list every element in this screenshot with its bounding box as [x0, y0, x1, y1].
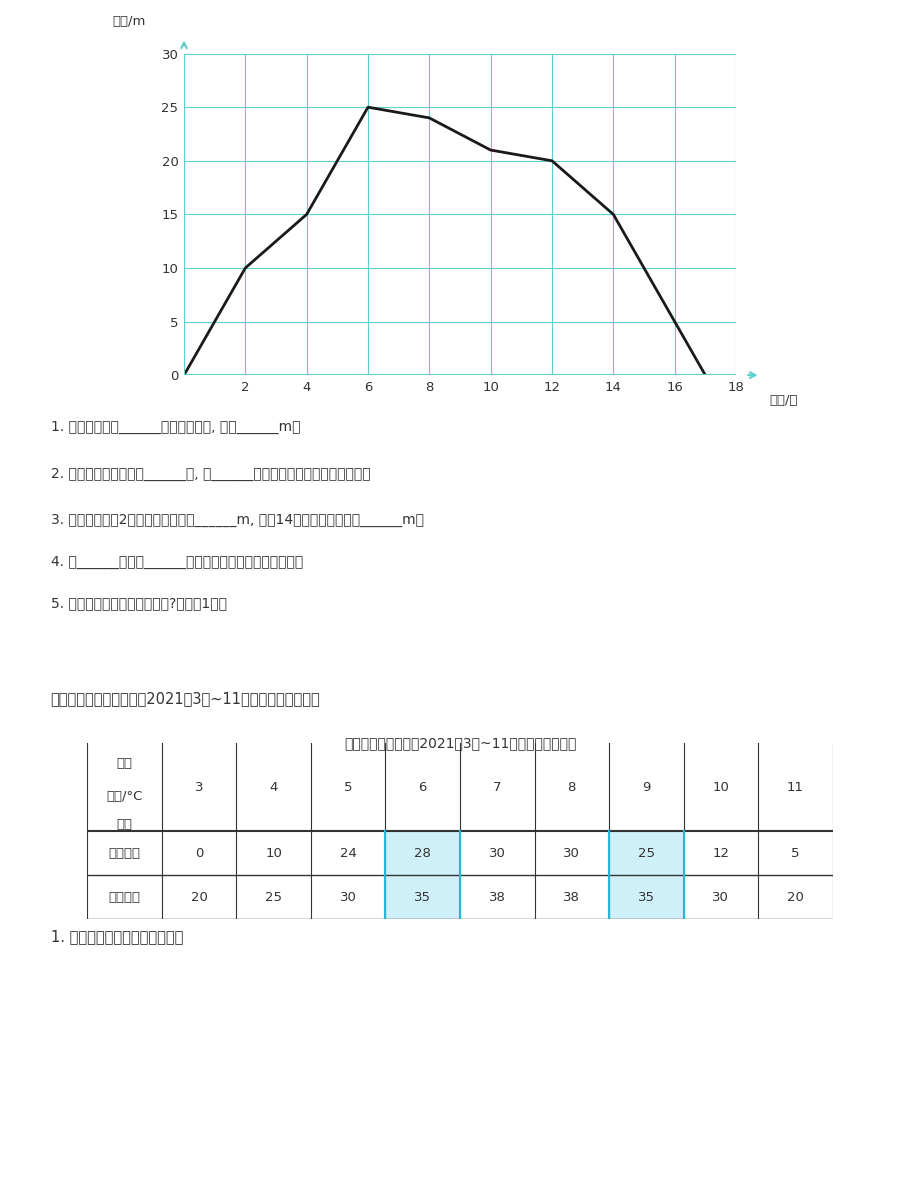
Text: 35: 35 — [414, 891, 431, 904]
Text: 北方甲市和南方乙市2021年3月~11月平均气温统计表: 北方甲市和南方乙市2021年3月~11月平均气温统计表 — [344, 736, 575, 750]
Text: 10: 10 — [265, 847, 282, 860]
Text: 4: 4 — [269, 781, 278, 793]
Text: 38: 38 — [562, 891, 580, 904]
Text: 11: 11 — [786, 781, 803, 793]
Text: 30: 30 — [562, 847, 580, 860]
Text: 7: 7 — [493, 781, 501, 793]
Text: 10: 10 — [711, 781, 729, 793]
Text: 北方甲市: 北方甲市 — [108, 847, 141, 860]
Text: 25: 25 — [265, 891, 282, 904]
Text: 9: 9 — [641, 781, 650, 793]
Text: 5: 5 — [790, 847, 799, 860]
Text: 30: 30 — [488, 847, 505, 860]
Text: 30: 30 — [339, 891, 357, 904]
Text: 四、北方甲市和南方乙市2021年3月~11月平均气温如下表。: 四、北方甲市和南方乙市2021年3月~11月平均气温如下表。 — [51, 691, 320, 706]
Text: 1. 根据统计表绘制折线统计图。: 1. 根据统计表绘制折线统计图。 — [51, 929, 183, 944]
Text: 35: 35 — [637, 891, 654, 904]
Text: 20: 20 — [190, 891, 208, 904]
Text: 5: 5 — [344, 781, 352, 793]
Bar — [385, 831, 460, 919]
Text: 25: 25 — [637, 847, 654, 860]
Text: 城市: 城市 — [117, 818, 132, 831]
Bar — [608, 831, 683, 919]
Text: 气温/°C: 气温/°C — [107, 790, 142, 803]
Text: 3: 3 — [195, 781, 203, 793]
Text: 5. 从图中还可获得其他信息吗?请写出1条。: 5. 从图中还可获得其他信息吗?请写出1条。 — [51, 597, 226, 611]
Text: 30: 30 — [711, 891, 729, 904]
Text: 8: 8 — [567, 781, 575, 793]
Text: 4. 第______秒到第______秒模型飞机在同一高度上飞行。: 4. 第______秒到第______秒模型飞机在同一高度上飞行。 — [51, 555, 302, 569]
Text: 月份: 月份 — [117, 756, 132, 769]
Text: 0: 0 — [195, 847, 203, 860]
Text: 2. 模型飞机大约飞行了______秒, 前______秒模型飞机的高度呈上升趋势。: 2. 模型飞机大约飞行了______秒, 前______秒模型飞机的高度呈上升趋… — [51, 467, 369, 481]
Text: 12: 12 — [711, 847, 729, 860]
Text: 时间/秒: 时间/秒 — [768, 394, 797, 407]
Text: 20: 20 — [786, 891, 803, 904]
Text: 28: 28 — [414, 847, 431, 860]
Text: 3. 模型飞机在第2秒时的飞行高度是______m, 在第14秒时的飞行高度是______m。: 3. 模型飞机在第2秒时的飞行高度是______m, 在第14秒时的飞行高度是_… — [51, 513, 423, 528]
Text: 24: 24 — [339, 847, 357, 860]
Text: 6: 6 — [418, 781, 426, 793]
Text: 高度/m: 高度/m — [112, 14, 145, 27]
Text: 1. 模型飞机在第______秒时飞得最高, 达到______m。: 1. 模型飞机在第______秒时飞得最高, 达到______m。 — [51, 420, 300, 435]
Text: 南方乙市: 南方乙市 — [108, 891, 141, 904]
Text: 38: 38 — [488, 891, 505, 904]
